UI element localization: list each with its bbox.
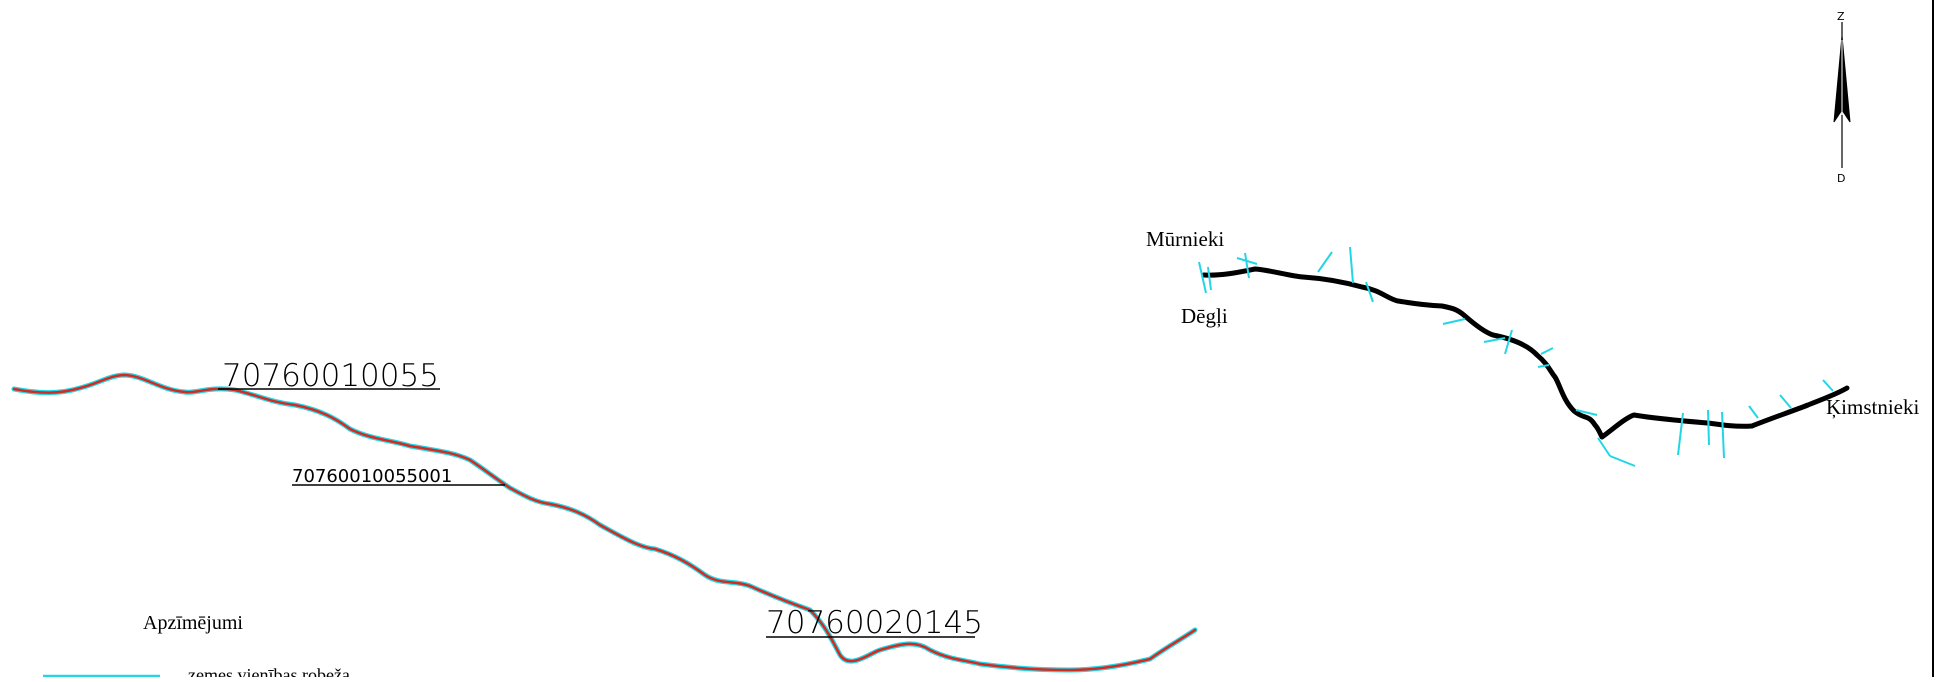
legend-title: Apzīmējumi [143, 612, 243, 634]
place-label-kimstnieki: Ķimstnieki [1826, 395, 1919, 419]
place-label-murnieki: Mūrnieki [1146, 227, 1224, 251]
left-road-group [11, 372, 1198, 673]
left-labels: 70760010055 70760010055001 70760020145 [218, 358, 983, 641]
place-label-degli: Dēgļi [1181, 304, 1228, 328]
right-place-labels: Mūrnieki Dēgļi Ķimstnieki [1146, 227, 1919, 419]
north-arrow-bottom-letter: D [1837, 172, 1845, 185]
north-arrow: Z D [1833, 10, 1851, 185]
right-road [1201, 266, 1850, 440]
right-boundary-ticks [1198, 246, 1834, 467]
parcel-id-label-a: 70760010055 [222, 358, 439, 394]
north-arrow-top-letter: Z [1837, 10, 1845, 23]
left-road-center [12, 373, 1197, 672]
legend: Apzīmējumi zemes vienības robeža [43, 612, 350, 682]
parcel-subid-label-a: 70760010055001 [292, 466, 452, 487]
right-road-group [1198, 246, 1850, 467]
parcel-id-label-b: 70760020145 [766, 605, 983, 641]
legend-label-boundary: zemes vienības robeža [188, 665, 350, 677]
